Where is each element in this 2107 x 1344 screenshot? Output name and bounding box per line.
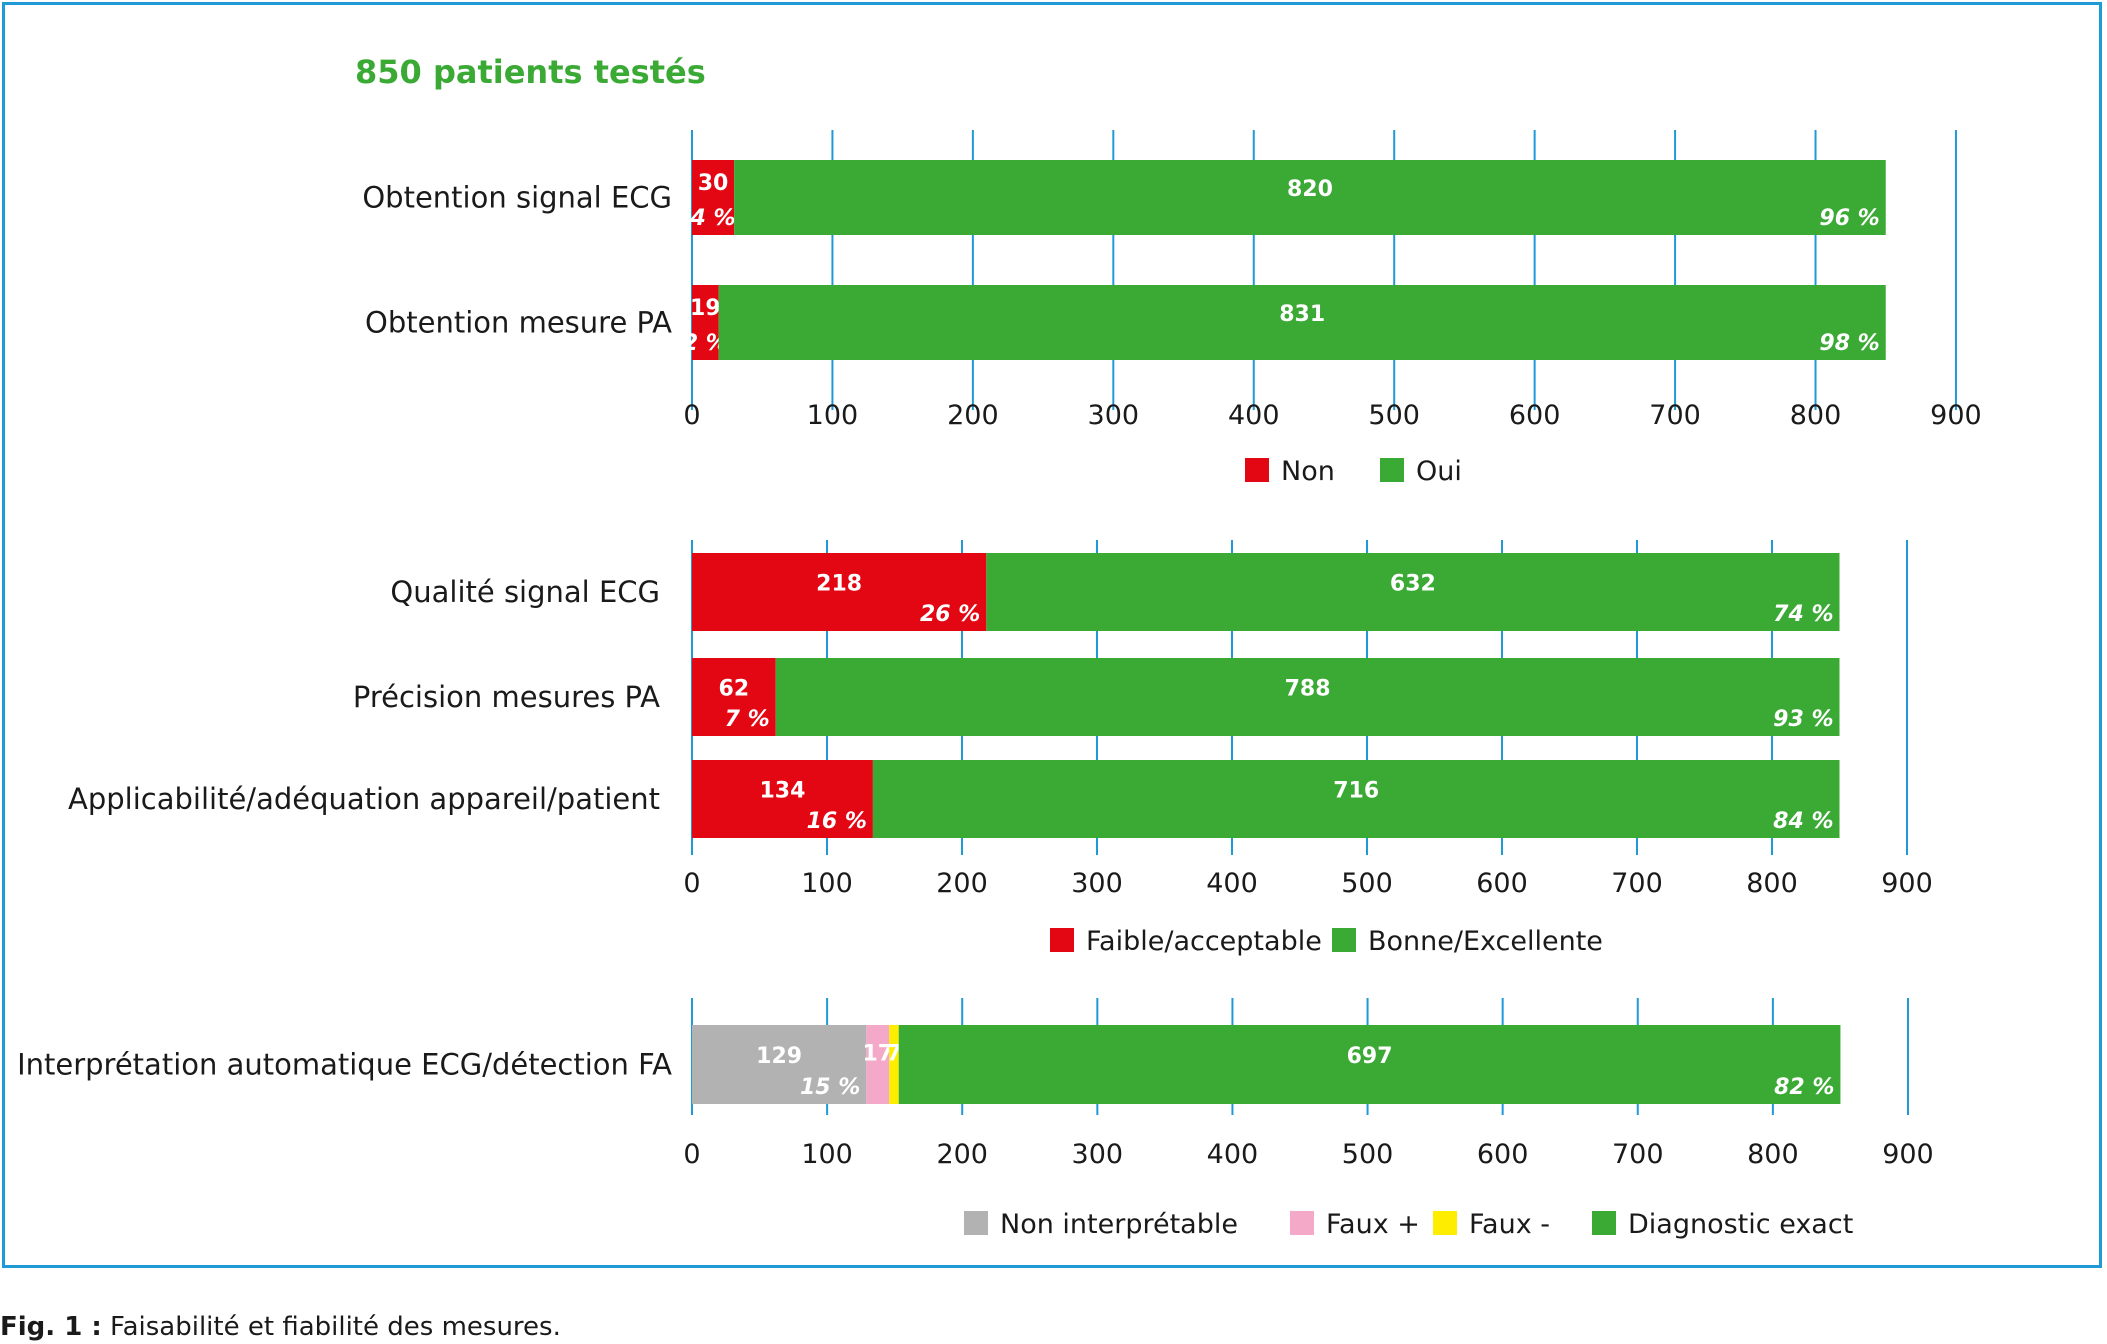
- x-tick-label: 400: [1206, 868, 1258, 899]
- value-label: 7: [886, 1042, 901, 1067]
- percent-label: 16 %: [807, 809, 867, 834]
- category-label: Obtention mesure PA: [365, 306, 672, 340]
- x-tick-label: 700: [1611, 868, 1663, 899]
- percent-label: 74 %: [1773, 602, 1833, 627]
- figure-caption: Fig. 1 : Faisabilité et fiabilité des me…: [0, 1312, 561, 1342]
- caption-text: Faisabilité et fiabilité des mesures.: [101, 1312, 561, 1342]
- bar-segment: [986, 553, 1840, 631]
- x-tick-label: 200: [947, 400, 999, 431]
- percent-label: 82 %: [1774, 1075, 1834, 1100]
- bar-segment: [775, 658, 1840, 736]
- x-tick-label: 0: [683, 1139, 700, 1170]
- x-tick-label: 500: [1342, 1139, 1394, 1170]
- x-tick-label: 800: [1747, 1139, 1799, 1170]
- bar-segment: [692, 285, 719, 360]
- x-tick-label: 400: [1207, 1139, 1259, 1170]
- legend-label: Oui: [1416, 456, 1462, 487]
- percent-label: 84 %: [1773, 809, 1833, 834]
- x-tick-label: 300: [1071, 868, 1123, 899]
- x-tick-label: 200: [936, 1139, 988, 1170]
- legend-label: Faux +: [1326, 1209, 1420, 1240]
- bar-segment: [866, 1025, 890, 1104]
- value-label: 831: [1279, 302, 1325, 327]
- x-tick-label: 400: [1228, 400, 1280, 431]
- value-label: 17: [862, 1042, 893, 1067]
- legend-label: Non: [1281, 456, 1335, 487]
- x-tick-label: 800: [1790, 400, 1842, 431]
- bar-segment: [692, 553, 987, 631]
- legend-swatch: [1245, 458, 1269, 482]
- bar-segment: [889, 1025, 899, 1104]
- category-label: Précision mesures PA: [353, 680, 660, 714]
- percent-label: 96 %: [1819, 206, 1879, 231]
- bar-segment: [692, 160, 735, 235]
- category-label: Qualité signal ECG: [390, 575, 660, 609]
- x-tick-label: 300: [1088, 400, 1140, 431]
- percent-label: 15 %: [800, 1075, 860, 1100]
- x-tick-label: 100: [801, 868, 853, 899]
- value-label: 788: [1285, 676, 1331, 701]
- bar-segment: [898, 1025, 1841, 1104]
- value-label: 62: [719, 676, 750, 701]
- bar-segment: [692, 760, 873, 838]
- value-label: 697: [1347, 1044, 1393, 1069]
- legend-swatch: [1433, 1211, 1457, 1235]
- x-tick-label: 900: [1881, 868, 1933, 899]
- x-tick-label: 0: [683, 400, 700, 431]
- x-tick-label: 300: [1072, 1139, 1124, 1170]
- x-tick-label: 800: [1746, 868, 1798, 899]
- bar-segment: [734, 160, 1886, 235]
- value-label: 134: [759, 778, 805, 803]
- caption-prefix: Fig. 1 :: [0, 1312, 102, 1342]
- value-label: 218: [816, 571, 862, 596]
- x-tick-label: 900: [1930, 400, 1982, 431]
- legend-label: Faux -: [1469, 1209, 1550, 1240]
- legend-label: Faible/acceptable: [1086, 926, 1322, 957]
- chart-title: 850 patients testés: [355, 53, 706, 91]
- bar-segment: [718, 285, 1886, 360]
- x-tick-label: 500: [1368, 400, 1420, 431]
- percent-label: 26 %: [920, 602, 980, 627]
- bar-segment: [692, 658, 776, 736]
- legend-label: Non interprétable: [1000, 1209, 1238, 1240]
- value-label: 19: [690, 296, 721, 321]
- x-tick-label: 500: [1341, 868, 1393, 899]
- percent-label: 7 %: [725, 707, 770, 732]
- legend-label: Diagnostic exact: [1628, 1209, 1853, 1240]
- x-tick-label: 900: [1882, 1139, 1934, 1170]
- legend-swatch: [1050, 928, 1074, 952]
- value-label: 30: [698, 171, 729, 196]
- legend-label: Bonne/Excellente: [1368, 926, 1603, 957]
- legend-swatch: [1592, 1211, 1616, 1235]
- x-tick-label: 200: [936, 868, 988, 899]
- value-label: 820: [1287, 177, 1333, 202]
- x-tick-label: 100: [801, 1139, 853, 1170]
- category-label: Obtention signal ECG: [362, 181, 672, 215]
- value-label: 632: [1390, 571, 1436, 596]
- bar-segment: [872, 760, 1840, 838]
- x-tick-label: 100: [807, 400, 859, 431]
- x-tick-label: 600: [1477, 1139, 1529, 1170]
- x-tick-label: 600: [1509, 400, 1561, 431]
- x-tick-label: 700: [1649, 400, 1701, 431]
- percent-label: 93 %: [1773, 707, 1833, 732]
- percent-label: 4 %: [690, 206, 736, 231]
- x-tick-label: 700: [1612, 1139, 1664, 1170]
- x-tick-label: 0: [683, 868, 700, 899]
- legend-swatch: [1380, 458, 1404, 482]
- legend-swatch: [1290, 1211, 1314, 1235]
- category-label: Interprétation automatique ECG/détection…: [17, 1048, 672, 1082]
- bar-segment: [692, 1025, 867, 1104]
- percent-label: 98 %: [1819, 331, 1879, 356]
- value-label: 129: [756, 1044, 802, 1069]
- legend-swatch: [1332, 928, 1356, 952]
- value-label: 716: [1333, 778, 1379, 803]
- category-label: Applicabilité/adéquation appareil/patien…: [68, 782, 660, 816]
- legend-swatch: [964, 1211, 988, 1235]
- x-tick-label: 600: [1476, 868, 1528, 899]
